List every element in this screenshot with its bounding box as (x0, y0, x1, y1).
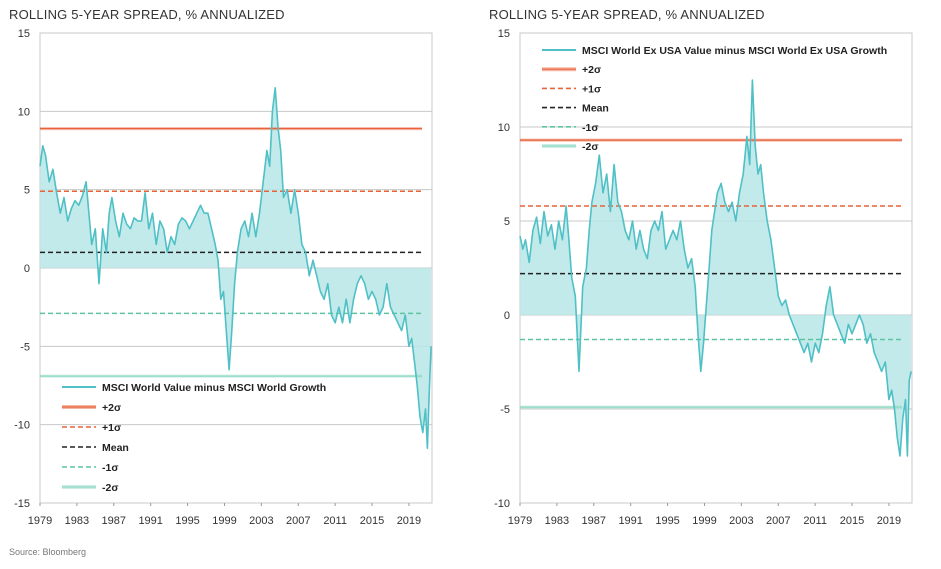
source-note: Source: Bloomberg (9, 547, 87, 557)
x-tick-label: 2015 (360, 515, 384, 527)
chart-left: 15 10 5 0 -5 -10 -15 1979 1983 1987 1991 1995 1999 20… (14, 28, 433, 527)
chart-title-left: ROLLING 5-YEAR SPREAD, % ANNUALIZED (9, 7, 285, 22)
legend: MSCI World Value minus MSCI World Growth… (62, 382, 326, 494)
legend: MSCI World Ex USA Value minus MSCI World… (542, 45, 887, 153)
series-area-fill (520, 80, 912, 456)
x-tick-label: 2003 (249, 515, 273, 527)
x-tick-label: 1979 (508, 515, 532, 527)
x-tick-label: 1987 (102, 515, 126, 527)
x-tick-label: 2011 (323, 515, 347, 527)
x-tick-label: 1983 (65, 515, 89, 527)
x-tick-label: 1987 (582, 515, 606, 527)
legend-label: MSCI World Value minus MSCI World Growth (102, 382, 326, 394)
y-tick-label: -10 (494, 498, 510, 510)
legend-label: Mean (582, 103, 609, 115)
chart-title-right: ROLLING 5-YEAR SPREAD, % ANNUALIZED (489, 7, 765, 22)
x-tick-label: 1991 (138, 515, 162, 527)
legend-label: -1σ (582, 122, 599, 134)
x-tick-label: 2007 (286, 515, 310, 527)
x-tick-label: 2015 (840, 515, 864, 527)
y-tick-label: 0 (504, 310, 510, 322)
legend-label: +2σ (102, 402, 121, 414)
y-tick-label: 15 (18, 28, 30, 40)
x-tick-label: 1979 (28, 515, 52, 527)
legend-label: +1σ (102, 422, 121, 434)
y-tick-label: -5 (20, 341, 30, 353)
x-tick-label: 2011 (803, 515, 827, 527)
y-tick-label: 0 (24, 263, 30, 275)
legend-label: -1σ (102, 462, 119, 474)
x-tick-label: 1999 (692, 515, 716, 527)
x-tick-label: 2019 (877, 515, 901, 527)
series-line (39, 87, 432, 449)
x-tick-label: 2007 (766, 515, 790, 527)
series-line (519, 79, 912, 457)
legend-label: +2σ (582, 64, 601, 76)
x-tick-label: 1995 (655, 515, 679, 527)
x-tick-label: 1999 (212, 515, 236, 527)
legend-label: MSCI World Ex USA Value minus MSCI World… (582, 45, 887, 57)
x-tick-label: 1995 (175, 515, 199, 527)
legend-label: Mean (102, 442, 129, 454)
y-tick-label: -15 (14, 498, 30, 510)
legend-label: -2σ (582, 141, 599, 153)
y-tick-label: -10 (14, 420, 30, 432)
x-tick-label: 1983 (545, 515, 569, 527)
x-tick-label: 2003 (729, 515, 753, 527)
y-tick-label: 15 (498, 28, 510, 40)
x-tick-label: 2019 (397, 515, 421, 527)
y-tick-label: 10 (498, 122, 510, 134)
x-tick-label: 1991 (618, 515, 642, 527)
legend-label: -2σ (102, 482, 119, 494)
y-tick-label: -5 (500, 404, 510, 416)
y-tick-label: 10 (18, 106, 30, 118)
y-tick-label: 5 (504, 216, 510, 228)
chart-right: 15 10 5 0 -5 -10 1979 1983 1987 1991 1995 1999 2003 2… (494, 28, 913, 527)
legend-label: +1σ (582, 83, 601, 95)
y-tick-label: 5 (24, 185, 30, 197)
